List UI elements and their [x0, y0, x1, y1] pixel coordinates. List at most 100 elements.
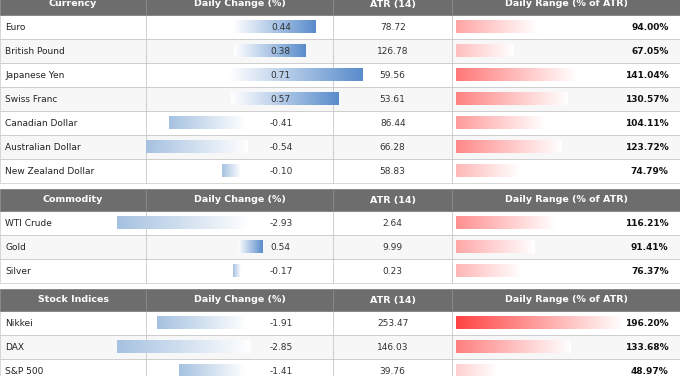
Text: 253.47: 253.47 — [377, 318, 409, 327]
Text: British Pound: British Pound — [5, 47, 65, 56]
Text: ATR (14): ATR (14) — [370, 296, 415, 305]
Text: WTI Crude: WTI Crude — [5, 218, 52, 227]
Bar — [452, 87, 680, 111]
Bar — [0, 15, 146, 39]
Bar — [0, 39, 146, 63]
Text: Euro: Euro — [5, 23, 25, 32]
Bar — [333, 189, 452, 211]
Bar — [146, 211, 333, 235]
Text: -1.91: -1.91 — [269, 318, 292, 327]
Bar — [333, 0, 452, 15]
Text: 104.11%: 104.11% — [625, 118, 668, 127]
Bar — [0, 259, 146, 283]
Text: 0.23: 0.23 — [383, 267, 403, 276]
Text: 76.37%: 76.37% — [631, 267, 668, 276]
Text: ATR (14): ATR (14) — [370, 196, 415, 205]
Bar — [333, 289, 452, 311]
Text: 126.78: 126.78 — [377, 47, 409, 56]
Bar — [333, 335, 452, 359]
Text: ATR (14): ATR (14) — [370, 0, 415, 9]
Bar — [0, 335, 146, 359]
Text: 48.97%: 48.97% — [631, 367, 668, 376]
Text: 141.04%: 141.04% — [625, 71, 668, 79]
Text: Daily Change (%): Daily Change (%) — [194, 0, 286, 9]
Text: 78.72: 78.72 — [380, 23, 405, 32]
Text: Nikkei: Nikkei — [5, 318, 33, 327]
Text: 0.57: 0.57 — [271, 94, 291, 103]
Text: 59.56: 59.56 — [379, 71, 406, 79]
Text: 130.57%: 130.57% — [625, 94, 668, 103]
Text: 66.28: 66.28 — [380, 143, 405, 152]
Bar — [146, 63, 333, 87]
Bar — [146, 289, 333, 311]
Bar — [146, 335, 333, 359]
Bar — [333, 159, 452, 183]
Text: S&P 500: S&P 500 — [5, 367, 44, 376]
Text: DAX: DAX — [5, 343, 24, 352]
Bar — [452, 135, 680, 159]
Text: 53.61: 53.61 — [379, 94, 406, 103]
Text: Daily Range (% of ATR): Daily Range (% of ATR) — [505, 196, 628, 205]
Text: Currency: Currency — [49, 0, 97, 9]
Bar — [452, 311, 680, 335]
Text: 0.71: 0.71 — [271, 71, 291, 79]
Bar — [333, 211, 452, 235]
Bar — [0, 111, 146, 135]
Text: -0.54: -0.54 — [269, 143, 292, 152]
Bar — [333, 359, 452, 376]
Bar — [333, 15, 452, 39]
Bar — [452, 63, 680, 87]
Bar — [452, 289, 680, 311]
Bar — [452, 235, 680, 259]
Text: -2.93: -2.93 — [269, 218, 292, 227]
Bar — [452, 111, 680, 135]
Bar — [0, 159, 146, 183]
Text: Daily Change (%): Daily Change (%) — [194, 196, 286, 205]
Text: 86.44: 86.44 — [380, 118, 405, 127]
Bar — [452, 15, 680, 39]
Bar — [333, 39, 452, 63]
Bar — [333, 63, 452, 87]
Text: Commodity: Commodity — [43, 196, 103, 205]
Bar — [333, 311, 452, 335]
Bar — [146, 259, 333, 283]
Text: 116.21%: 116.21% — [625, 218, 668, 227]
Text: Australian Dollar: Australian Dollar — [5, 143, 81, 152]
Text: 123.72%: 123.72% — [625, 143, 668, 152]
Bar — [0, 211, 146, 235]
Bar — [146, 235, 333, 259]
Text: -0.41: -0.41 — [269, 118, 292, 127]
Text: Japanese Yen: Japanese Yen — [5, 71, 65, 79]
Text: 196.20%: 196.20% — [625, 318, 668, 327]
Text: -2.85: -2.85 — [269, 343, 292, 352]
Bar — [146, 189, 333, 211]
Text: -0.17: -0.17 — [269, 267, 292, 276]
Text: Swiss Franc: Swiss Franc — [5, 94, 57, 103]
Bar — [146, 159, 333, 183]
Text: 0.44: 0.44 — [271, 23, 291, 32]
Text: 133.68%: 133.68% — [625, 343, 668, 352]
Text: -0.10: -0.10 — [269, 167, 292, 176]
Bar — [452, 159, 680, 183]
Text: 74.79%: 74.79% — [631, 167, 668, 176]
Bar — [146, 311, 333, 335]
Text: Daily Change (%): Daily Change (%) — [194, 296, 286, 305]
Bar — [0, 359, 146, 376]
Text: -1.41: -1.41 — [269, 367, 292, 376]
Bar — [0, 189, 146, 211]
Bar — [333, 111, 452, 135]
Bar — [333, 259, 452, 283]
Bar — [0, 235, 146, 259]
Text: 0.54: 0.54 — [271, 243, 291, 252]
Bar — [452, 211, 680, 235]
Bar — [146, 111, 333, 135]
Text: Canadian Dollar: Canadian Dollar — [5, 118, 78, 127]
Text: 9.99: 9.99 — [383, 243, 403, 252]
Text: Daily Range (% of ATR): Daily Range (% of ATR) — [505, 0, 628, 9]
Bar — [146, 135, 333, 159]
Text: 2.64: 2.64 — [383, 218, 403, 227]
Bar — [0, 63, 146, 87]
Bar — [146, 39, 333, 63]
Text: Silver: Silver — [5, 267, 31, 276]
Text: 94.00%: 94.00% — [631, 23, 668, 32]
